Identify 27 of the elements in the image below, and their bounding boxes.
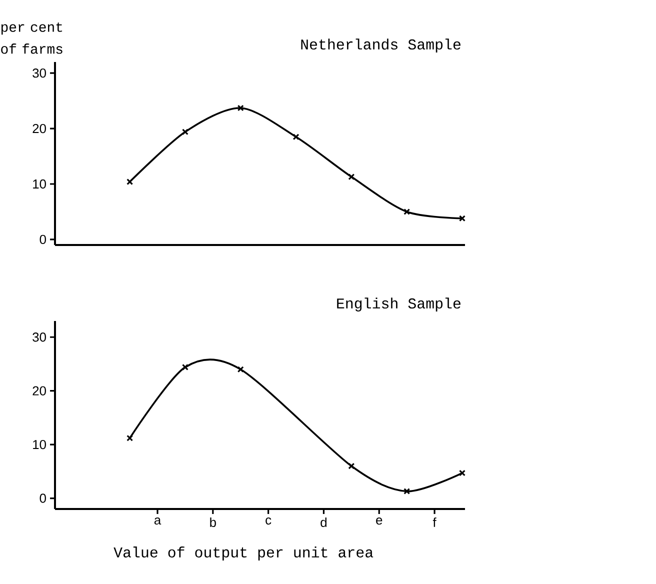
x-tick-label: a: [154, 518, 162, 525]
y-tick-label: 20: [32, 124, 46, 134]
point: [292, 134, 300, 140]
point: [348, 174, 355, 180]
x-tick-label: f: [432, 518, 436, 527]
x-axis-title: Value of output per unit area: [114, 546, 374, 560]
y-tick-label: 10: [33, 440, 46, 450]
point: [237, 104, 244, 112]
y-tick-label: 0: [40, 234, 46, 244]
y-axis-title: per cent of farms: [1, 22, 62, 54]
point: [348, 462, 355, 470]
point: [404, 208, 410, 215]
point: [404, 488, 410, 495]
y-tick-label: 30: [32, 68, 46, 78]
x-tick-label: c: [266, 518, 272, 525]
x-tick-label: b: [210, 518, 216, 528]
y-tick-label: 30: [32, 332, 46, 342]
x-tick-label: d: [320, 518, 326, 528]
x-tick-label: e: [376, 518, 382, 525]
y-tick-label: 20: [32, 386, 46, 396]
point: [237, 366, 244, 373]
point: [182, 128, 188, 136]
chart-title: Netherlands Sample: [301, 38, 460, 52]
chart-title: English Sample: [337, 298, 460, 312]
y-tick-label: 10: [33, 179, 46, 189]
y-tick-label: 0: [40, 494, 46, 503]
point: [182, 364, 188, 370]
